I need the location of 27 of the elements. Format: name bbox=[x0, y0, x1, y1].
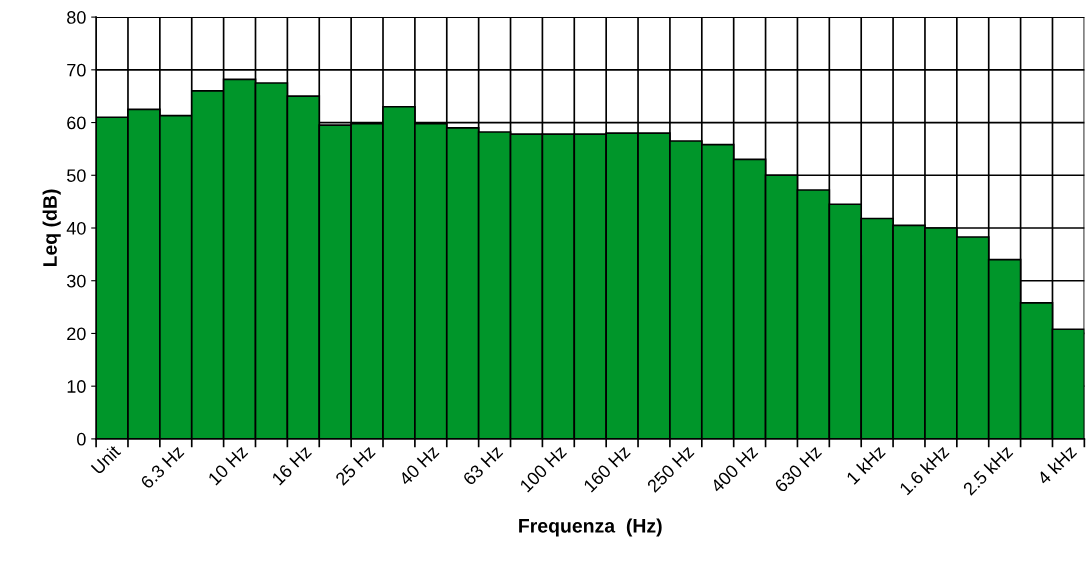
y-tick-label: 30 bbox=[66, 274, 86, 288]
y-tick-label: 60 bbox=[67, 116, 86, 130]
x-tick-label: 40 Hz bbox=[398, 444, 440, 487]
x-tick-label: 2.5 kHz bbox=[962, 444, 1014, 496]
x-tick-label: 1 kHz bbox=[845, 444, 886, 485]
y-tick-label: 80 bbox=[67, 11, 86, 24]
x-tick-label: Unit bbox=[90, 443, 122, 475]
x-tick-label: 25 Hz bbox=[334, 444, 376, 486]
y-tick-label: 10 bbox=[67, 380, 86, 393]
x-tick-label: 4 kHz bbox=[1036, 444, 1078, 486]
x-tick-label: 400 Hz bbox=[709, 444, 759, 494]
y-tick-label: 40 bbox=[66, 221, 86, 235]
x-tick-label: 6.3 Hz bbox=[139, 444, 185, 490]
x-tick-label: 10 Hz bbox=[207, 444, 249, 486]
y-axis-title: Leq (dB) bbox=[42, 189, 61, 267]
x-tick-label: 1.6 kHz bbox=[898, 444, 950, 496]
x-tick-label: 630 Hz bbox=[773, 444, 823, 493]
y-tick-label: 70 bbox=[67, 63, 86, 77]
x-tick-label: 63 Hz bbox=[462, 444, 504, 486]
y-tick-label: 50 bbox=[67, 169, 86, 182]
x-tick-label: 160 Hz bbox=[582, 444, 631, 493]
y-tick-label: 0 bbox=[77, 432, 86, 446]
x-tick-label: 100 Hz bbox=[519, 444, 568, 493]
x-tick-label: 16 Hz bbox=[271, 444, 313, 486]
x-tick-label: 250 Hz bbox=[646, 444, 695, 493]
x-axis-title: Frequenza (Hz) bbox=[519, 518, 662, 537]
y-tick-label: 20 bbox=[67, 327, 86, 341]
